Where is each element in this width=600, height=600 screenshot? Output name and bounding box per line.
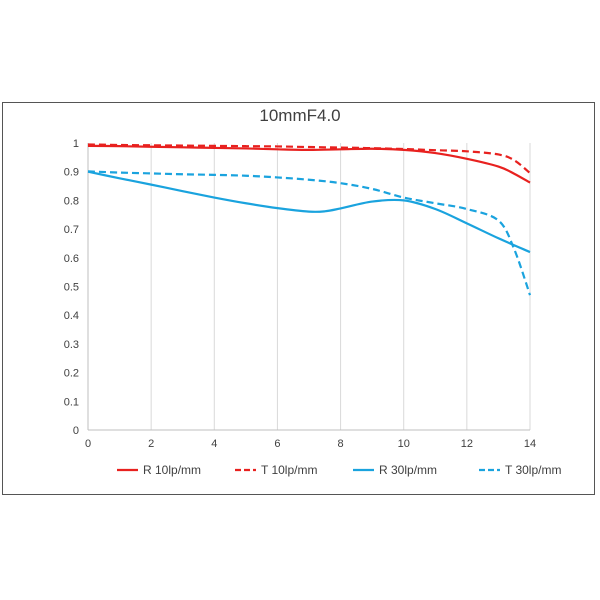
legend-item: R 10lp/mm bbox=[117, 463, 201, 477]
x-tick-label: 4 bbox=[211, 438, 217, 450]
legend-item: T 10lp/mm bbox=[235, 463, 317, 477]
legend-label: R 10lp/mm bbox=[143, 463, 201, 477]
series-line-r-30lp-mm bbox=[87, 170, 531, 254]
series-line-r-10lp-mm bbox=[87, 144, 531, 184]
legend-item: R 30lp/mm bbox=[353, 463, 437, 477]
x-tick-label: 6 bbox=[274, 438, 280, 450]
x-tick-label: 14 bbox=[524, 438, 536, 450]
y-tick-label: 0.5 bbox=[64, 282, 79, 294]
y-tick-label: 0.9 bbox=[64, 167, 79, 179]
series-line-t-30lp-mm bbox=[87, 170, 532, 296]
series-line-t-10lp-mm bbox=[87, 143, 531, 174]
x-tick-label: 2 bbox=[148, 438, 154, 450]
series-layer bbox=[87, 143, 532, 296]
x-tick-label: 8 bbox=[338, 438, 344, 450]
y-tick-label: 0.6 bbox=[64, 253, 79, 265]
chart-title: 10mmF4.0 bbox=[259, 106, 340, 125]
y-tick-label: 0.7 bbox=[64, 224, 79, 236]
y-tick-label: 0 bbox=[73, 425, 79, 437]
y-tick-label: 0.4 bbox=[64, 310, 79, 322]
legend-label: R 30lp/mm bbox=[379, 463, 437, 477]
legend-label: T 10lp/mm bbox=[261, 463, 317, 477]
y-tick-label: 1 bbox=[73, 138, 79, 150]
legend-label: T 30lp/mm bbox=[505, 463, 561, 477]
y-tick-label: 0.2 bbox=[64, 368, 79, 380]
x-tick-label: 0 bbox=[85, 438, 91, 450]
legend: R 10lp/mm T 10lp/mm R 30lp/mm T 30lp/mm bbox=[117, 463, 561, 477]
x-tick-label: 10 bbox=[398, 438, 410, 450]
x-tick-label: 12 bbox=[461, 438, 473, 450]
grid-layer bbox=[150, 143, 531, 430]
axis-layer: 0 2 4 6 8 10 12 14 0 0.1 0.2 0.3 0.4 0.5 0.6 0.7 0.8 0.9 1 bbox=[64, 138, 536, 450]
y-tick-label: 0.8 bbox=[64, 195, 79, 207]
y-tick-label: 0.3 bbox=[64, 339, 79, 351]
legend-item: T 30lp/mm bbox=[479, 463, 561, 477]
y-tick-label: 0.1 bbox=[64, 396, 79, 408]
